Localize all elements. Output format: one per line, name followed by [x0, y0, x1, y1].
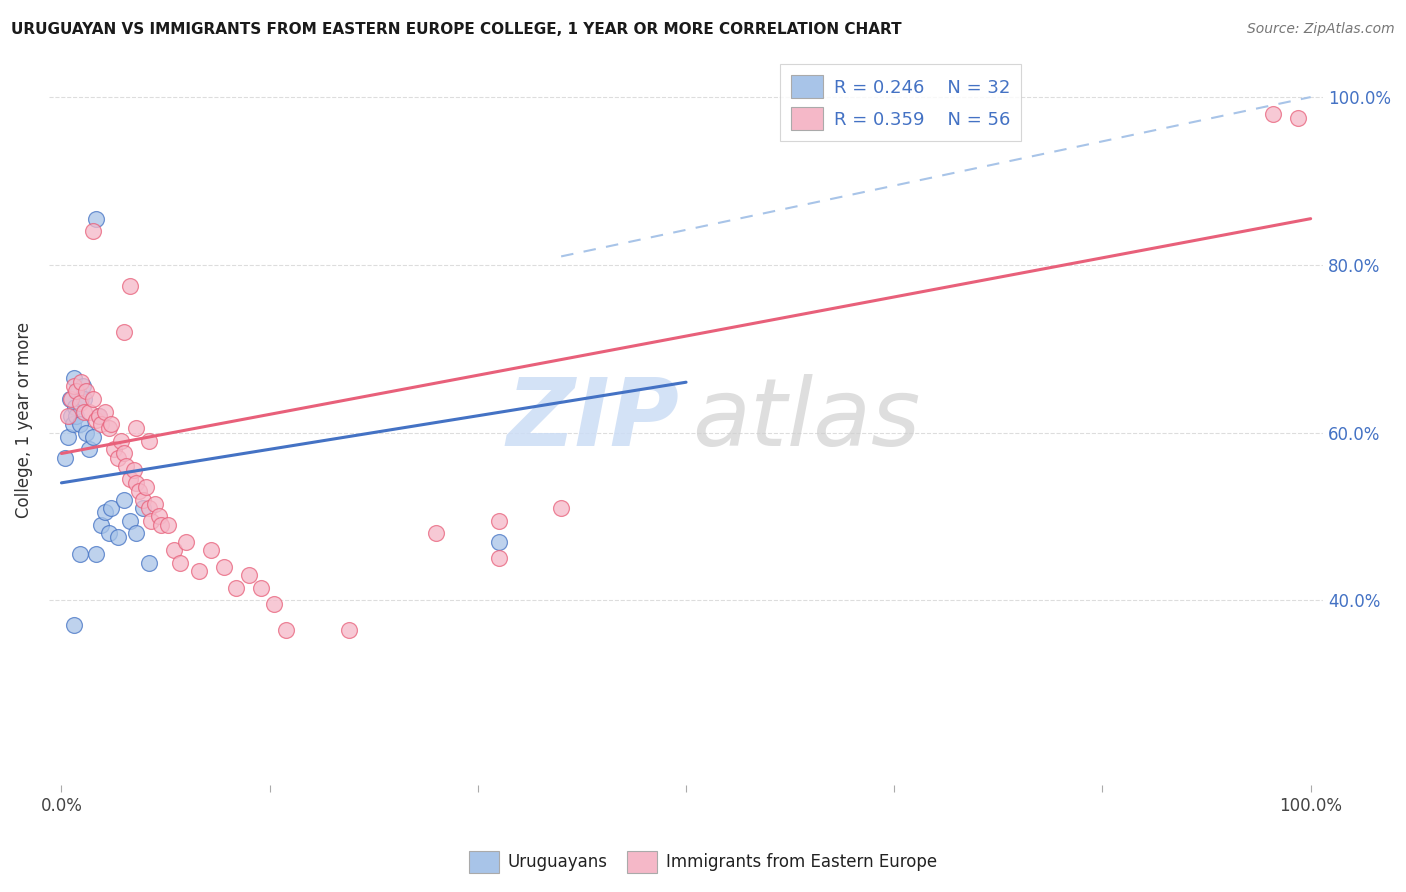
Point — [200, 543, 222, 558]
Point — [115, 459, 138, 474]
Point — [148, 509, 170, 524]
Point — [82, 430, 104, 444]
Point — [125, 526, 148, 541]
Text: Source: ZipAtlas.com: Source: ZipAtlas.com — [1247, 22, 1395, 37]
Point — [65, 384, 87, 398]
Point — [263, 598, 285, 612]
Point — [238, 568, 260, 582]
Legend: Uruguayans, Immigrants from Eastern Europe: Uruguayans, Immigrants from Eastern Euro… — [463, 845, 943, 880]
Point — [107, 450, 129, 465]
Point — [100, 501, 122, 516]
Point — [176, 534, 198, 549]
Point — [250, 581, 273, 595]
Point — [212, 559, 235, 574]
Point — [143, 497, 166, 511]
Point — [112, 446, 135, 460]
Point — [90, 517, 112, 532]
Point — [138, 434, 160, 448]
Point — [75, 384, 97, 398]
Point — [128, 484, 150, 499]
Legend: R = 0.246    N = 32, R = 0.359    N = 56: R = 0.246 N = 32, R = 0.359 N = 56 — [780, 64, 1021, 141]
Point — [73, 392, 96, 406]
Text: ZIP: ZIP — [506, 374, 679, 466]
Point — [56, 409, 79, 423]
Point — [112, 325, 135, 339]
Point — [141, 514, 163, 528]
Point — [87, 409, 110, 423]
Point — [120, 472, 142, 486]
Point — [60, 392, 83, 406]
Point — [120, 514, 142, 528]
Point — [66, 384, 89, 398]
Point — [69, 417, 91, 431]
Point — [100, 417, 122, 431]
Point — [550, 501, 572, 516]
Point — [122, 463, 145, 477]
Point — [63, 401, 86, 415]
Point — [156, 517, 179, 532]
Point — [70, 392, 93, 406]
Point — [56, 430, 79, 444]
Y-axis label: College, 1 year or more: College, 1 year or more — [15, 322, 32, 518]
Point — [120, 278, 142, 293]
Point — [138, 501, 160, 516]
Point — [69, 396, 91, 410]
Point — [69, 547, 91, 561]
Point — [86, 547, 108, 561]
Point — [425, 526, 447, 541]
Point — [86, 413, 108, 427]
Point — [87, 409, 110, 423]
Point — [97, 526, 120, 541]
Point — [72, 379, 94, 393]
Point — [131, 501, 153, 516]
Point — [150, 517, 173, 532]
Point — [169, 556, 191, 570]
Point — [187, 564, 209, 578]
Point — [488, 551, 510, 566]
Point — [488, 534, 510, 549]
Point — [60, 409, 83, 423]
Point — [63, 618, 86, 632]
Point — [337, 623, 360, 637]
Point — [82, 224, 104, 238]
Point — [97, 421, 120, 435]
Point — [63, 379, 86, 393]
Point — [225, 581, 247, 595]
Point — [131, 492, 153, 507]
Point — [1286, 111, 1309, 125]
Point — [82, 392, 104, 406]
Point — [65, 409, 87, 423]
Point — [86, 211, 108, 226]
Point — [276, 623, 298, 637]
Point — [163, 543, 186, 558]
Point — [94, 404, 117, 418]
Point — [77, 404, 100, 418]
Point — [75, 425, 97, 440]
Point — [103, 442, 125, 457]
Point — [138, 556, 160, 570]
Point — [59, 392, 82, 406]
Point — [70, 375, 93, 389]
Point — [112, 492, 135, 507]
Point — [125, 421, 148, 435]
Point — [53, 450, 76, 465]
Point — [107, 530, 129, 544]
Text: atlas: atlas — [692, 375, 921, 466]
Point — [63, 371, 86, 385]
Point — [90, 417, 112, 431]
Point — [110, 434, 132, 448]
Point — [125, 475, 148, 490]
Point — [135, 480, 157, 494]
Point — [488, 514, 510, 528]
Point — [73, 404, 96, 418]
Text: URUGUAYAN VS IMMIGRANTS FROM EASTERN EUROPE COLLEGE, 1 YEAR OR MORE CORRELATION : URUGUAYAN VS IMMIGRANTS FROM EASTERN EUR… — [11, 22, 901, 37]
Point — [77, 442, 100, 457]
Point — [62, 417, 84, 431]
Point — [94, 505, 117, 519]
Point — [1263, 107, 1285, 121]
